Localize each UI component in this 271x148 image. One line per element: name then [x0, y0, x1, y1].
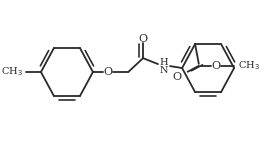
Text: O: O [138, 34, 148, 44]
Text: O: O [172, 72, 181, 82]
Text: CH$_3$: CH$_3$ [238, 59, 260, 72]
Text: O: O [103, 67, 112, 77]
Text: CH$_3$: CH$_3$ [1, 66, 23, 78]
Text: O: O [211, 61, 220, 71]
Text: H
N: H N [159, 58, 168, 75]
